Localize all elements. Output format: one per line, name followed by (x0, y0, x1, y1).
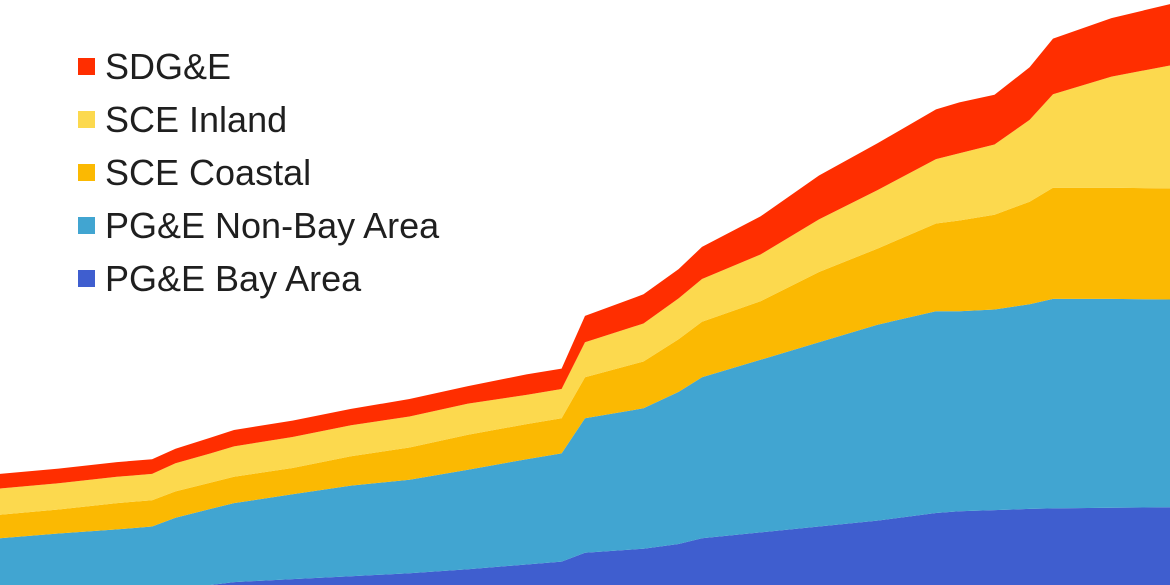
legend-swatch-sce-coastal (78, 164, 95, 181)
legend-label-sdge: SDG&E (105, 45, 232, 87)
area-pge-non-bay-area (0, 298, 1170, 585)
area-sce-inland (0, 65, 1170, 515)
chart-legend: SDG&E SCE Inland SCE Coastal PG&E Non-Ba… (78, 40, 439, 305)
legend-item-sdge: SDG&E (78, 40, 439, 93)
legend-swatch-sce-inland (78, 111, 95, 128)
legend-swatch-pge-non-bay-area (78, 217, 95, 234)
legend-label-pge-non-bay-area: PG&E Non-Bay Area (105, 204, 440, 246)
area-pge-bay-area (0, 507, 1170, 585)
legend-item-pge-bay-area: PG&E Bay Area (78, 252, 439, 305)
legend-swatch-pge-bay-area (78, 270, 95, 287)
legend-swatch-sdge (78, 58, 95, 75)
legend-item-sce-coastal: SCE Coastal (78, 146, 439, 199)
area-sdge (0, 4, 1170, 489)
legend-label-pge-bay-area: PG&E Bay Area (105, 257, 362, 299)
area-sce-coastal (0, 187, 1170, 539)
legend-label-sce-inland: SCE Inland (105, 98, 288, 140)
legend-item-sce-inland: SCE Inland (78, 93, 439, 146)
legend-item-pge-non-bay-area: PG&E Non-Bay Area (78, 199, 439, 252)
legend-label-sce-coastal: SCE Coastal (105, 151, 312, 193)
